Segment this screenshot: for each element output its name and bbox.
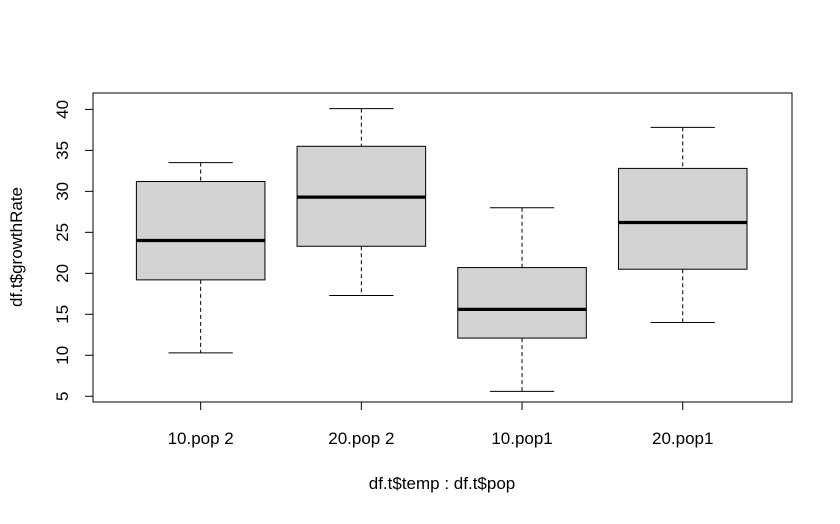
iqr-box (617, 167, 748, 270)
box-group (296, 108, 427, 296)
box-group (617, 126, 748, 323)
boxes (135, 108, 748, 392)
y-axis-title: df.t$growthRate (7, 187, 26, 307)
box-group (457, 207, 587, 392)
y-tick-label: 30 (53, 182, 72, 201)
y-tick-label: 5 (53, 392, 72, 401)
iqr-box (457, 267, 587, 339)
y-tick-label: 25 (53, 223, 72, 242)
y-tick-label: 35 (53, 141, 72, 160)
y-tick-label: 10 (53, 346, 72, 365)
y-tick-label: 20 (53, 264, 72, 283)
x-axis-title: df.t$temp : df.t$pop (369, 474, 515, 493)
x-axis: 10.pop 2 20.pop 2 10.pop1 20.pop1 (168, 401, 713, 448)
iqr-box (135, 181, 266, 281)
x-tick-label: 20.pop1 (652, 429, 713, 448)
x-tick-label: 10.pop1 (491, 429, 552, 448)
x-tick-label: 10.pop 2 (168, 429, 234, 448)
box-group (135, 162, 266, 354)
x-tick-label: 20.pop 2 (328, 429, 394, 448)
y-tick-label: 15 (53, 305, 72, 324)
y-tick-label: 40 (53, 100, 72, 119)
y-axis: 5 10 15 20 25 30 35 40 (53, 100, 94, 401)
